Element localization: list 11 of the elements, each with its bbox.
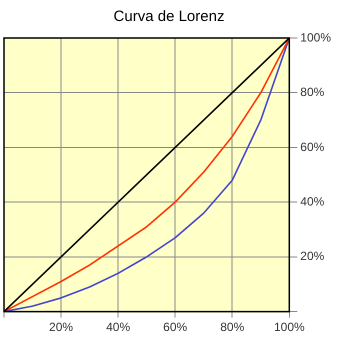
- y-tick-label: 40%: [300, 194, 325, 208]
- y-tick-label: 100%: [300, 30, 332, 44]
- x-tick-label: 40%: [106, 320, 130, 334]
- y-tick-label: 60%: [300, 140, 325, 154]
- y-tick-label: 80%: [300, 85, 325, 100]
- x-tick-label: 20%: [49, 320, 74, 334]
- x-tick-label: 60%: [163, 320, 188, 334]
- x-tick-label: 100%: [274, 320, 305, 334]
- y-tick-label: 20%: [300, 249, 325, 264]
- chart-title: Curva de Lorenz: [114, 8, 224, 26]
- x-tick-label: 80%: [220, 320, 245, 334]
